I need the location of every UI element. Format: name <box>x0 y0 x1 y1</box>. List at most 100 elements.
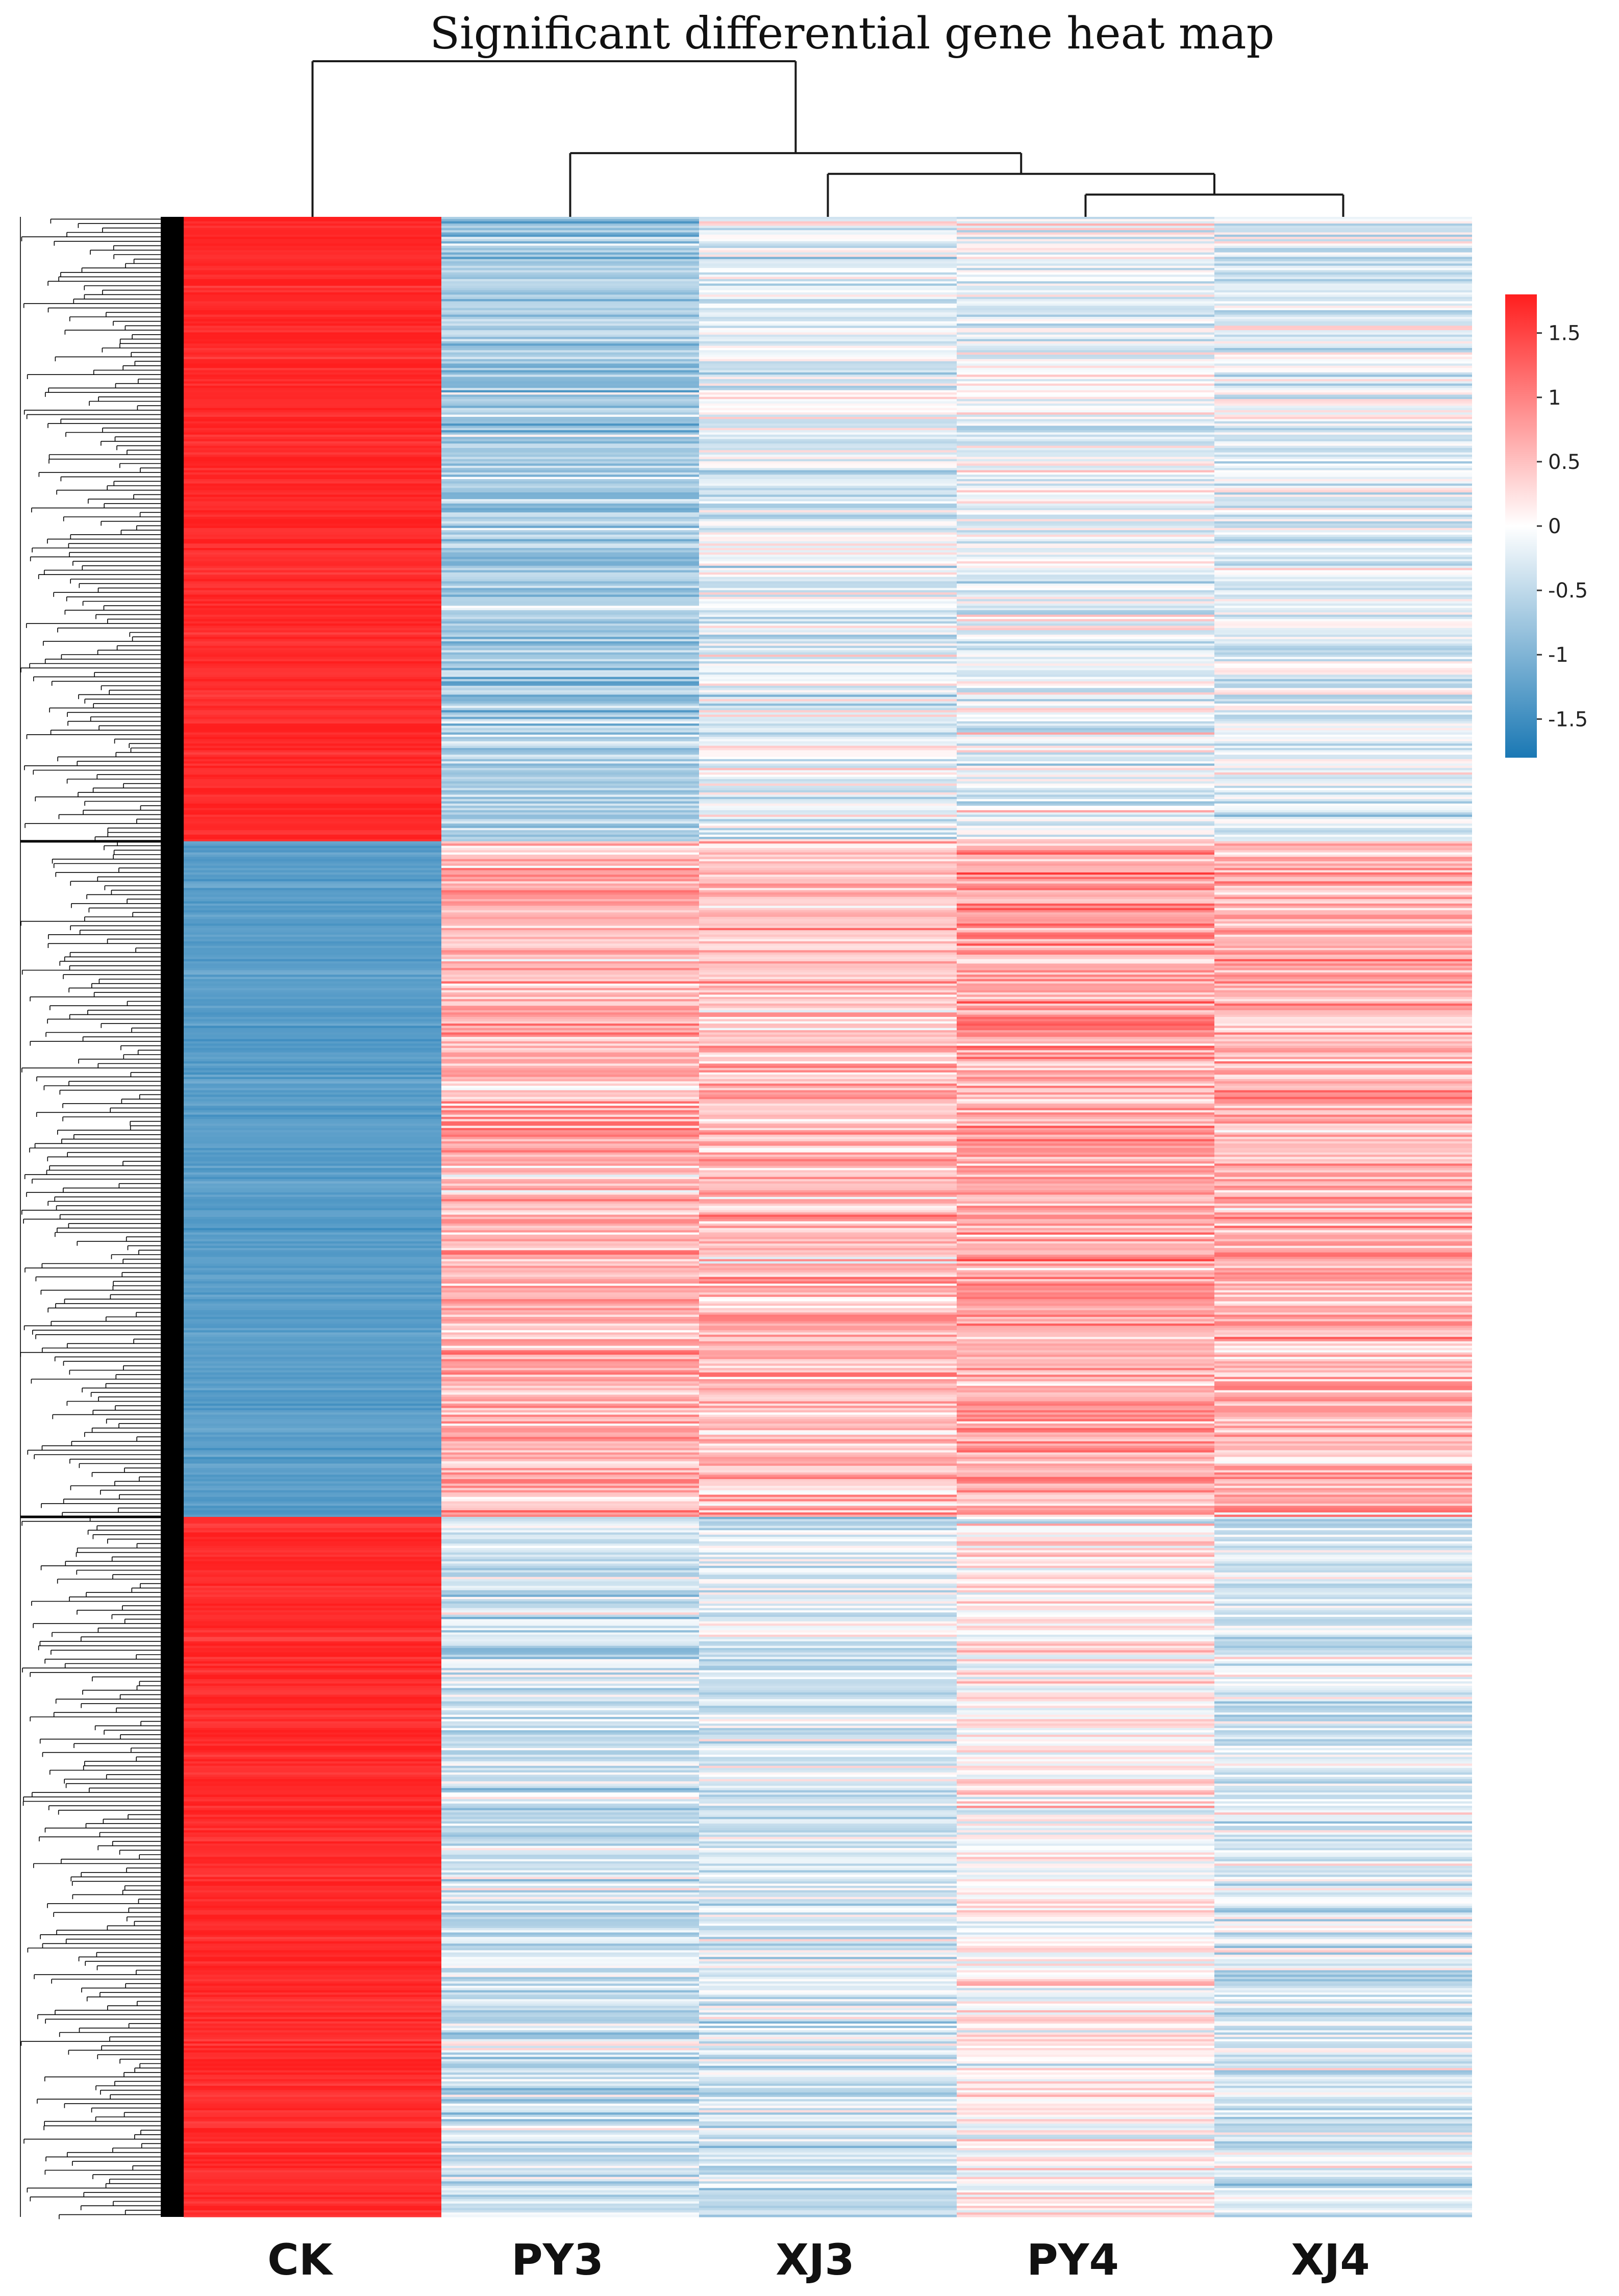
heatmap-cell <box>441 472 699 475</box>
heatmap-cell <box>441 514 699 517</box>
heatmap-cell <box>184 1130 441 1133</box>
heatmap-cell <box>957 1941 1214 1944</box>
heatmap-cell <box>1214 1226 1472 1229</box>
heatmap-cell <box>957 323 1214 327</box>
heatmap-cell <box>1214 699 1472 702</box>
heatmap-cell <box>699 226 957 229</box>
heatmap-cell <box>699 1781 957 1784</box>
heatmap-cell <box>1214 1572 1472 1575</box>
heatmap-cell <box>957 261 1214 264</box>
heatmap-cell <box>184 1141 441 1144</box>
heatmap-cell <box>1214 306 1472 309</box>
heatmap-cell <box>699 781 957 784</box>
heatmap-cell <box>441 319 699 322</box>
heatmap-cell <box>441 1124 699 1127</box>
heatmap-cell <box>1214 1179 1472 1182</box>
heatmap-cell <box>184 514 441 517</box>
heatmap-cell <box>184 1999 441 2002</box>
heatmap-cell <box>184 981 441 984</box>
heatmap-cell <box>441 1794 699 1798</box>
heatmap-cell <box>1214 1459 1472 1462</box>
heatmap-cell <box>1214 321 1472 324</box>
heatmap-cell <box>957 2019 1214 2022</box>
heatmap-cell <box>699 1232 957 1235</box>
heatmap-cell <box>1214 1806 1472 1809</box>
heatmap-cell <box>1214 1328 1472 1331</box>
heatmap-cell <box>1214 865 1472 868</box>
heatmap-cell <box>957 1221 1214 1224</box>
heatmap-cell <box>184 1172 441 1175</box>
heatmap-cell <box>957 228 1214 231</box>
heatmap-cell <box>957 1534 1214 1537</box>
heatmap-cell <box>957 1257 1214 1260</box>
heatmap-cell <box>184 1963 441 1966</box>
heatmap-cell <box>957 1903 1214 1906</box>
heatmap-cell <box>441 1075 699 1078</box>
heatmap-cell <box>184 252 441 255</box>
heatmap-cell <box>699 301 957 304</box>
heatmap-cell <box>184 1459 441 1462</box>
heatmap-cell <box>184 1721 441 1724</box>
heatmap-cell <box>441 1588 699 1591</box>
heatmap-cell <box>699 1343 957 1346</box>
heatmap-cell <box>699 1181 957 1184</box>
heatmap-cell <box>441 1937 699 1940</box>
heatmap-cell <box>1214 1265 1472 1268</box>
heatmap-cell <box>184 637 441 640</box>
heatmap-cell <box>957 1270 1214 1273</box>
heatmap-cell <box>699 1675 957 1678</box>
heatmap-cell <box>1214 821 1472 824</box>
heatmap-cell <box>699 339 957 342</box>
heatmap-cell <box>957 1390 1214 1393</box>
heatmap-cell <box>957 1557 1214 1560</box>
heatmap-cell <box>441 283 699 286</box>
heatmap-cell <box>1214 377 1472 380</box>
heatmap-cell <box>441 621 699 624</box>
heatmap-cell <box>1214 1955 1472 1957</box>
heatmap-cell <box>1214 1465 1472 1468</box>
heatmap-cell <box>441 1443 699 1446</box>
heatmap-cell <box>1214 752 1472 755</box>
heatmap-cell <box>957 912 1214 915</box>
heatmap-cell <box>184 1186 441 1188</box>
heatmap-cell <box>184 547 441 551</box>
heatmap-cell <box>1214 1686 1472 1688</box>
heatmap-cell <box>441 965 699 968</box>
heatmap-cell <box>184 1488 441 1491</box>
heatmap-cell <box>1214 1294 1472 1297</box>
heatmap-cell <box>699 1321 957 1324</box>
heatmap-cell <box>957 1510 1214 1513</box>
heatmap-cell <box>1214 1108 1472 1111</box>
heatmap-cell <box>1214 961 1472 964</box>
heatmap-cell <box>1214 1421 1472 1424</box>
heatmap-cell <box>441 1534 699 1537</box>
heatmap-cell <box>184 243 441 246</box>
heatmap-cell <box>699 1110 957 1113</box>
heatmap-cell <box>957 247 1214 251</box>
heatmap-cell <box>441 592 699 595</box>
heatmap-cell <box>1214 1850 1472 1853</box>
heatmap-cell <box>699 619 957 622</box>
heatmap-cell <box>184 1850 441 1853</box>
heatmap-cell <box>441 734 699 737</box>
heatmap-cell <box>1214 217 1472 219</box>
heatmap-cell <box>957 741 1214 744</box>
heatmap-cell <box>699 779 957 782</box>
heatmap-cell <box>957 219 1214 222</box>
heatmap-cell <box>441 290 699 293</box>
heatmap-cell <box>184 1855 441 1857</box>
heatmap-cell <box>441 1972 699 1975</box>
heatmap-cell <box>1214 414 1472 417</box>
heatmap-cell <box>184 921 441 924</box>
heatmap-cell <box>957 1128 1214 1131</box>
heatmap-cell <box>441 481 699 484</box>
heatmap-cell <box>1214 1055 1472 1057</box>
heatmap-cell <box>1214 1388 1472 1391</box>
heatmap-cell <box>957 1279 1214 1282</box>
heatmap-cell <box>1214 630 1472 633</box>
heatmap-cell <box>184 1026 441 1029</box>
heatmap-cell <box>441 1579 699 1582</box>
heatmap-cell <box>1214 730 1472 733</box>
heatmap-cell <box>441 1196 699 1200</box>
heatmap-cell <box>957 1779 1214 1782</box>
